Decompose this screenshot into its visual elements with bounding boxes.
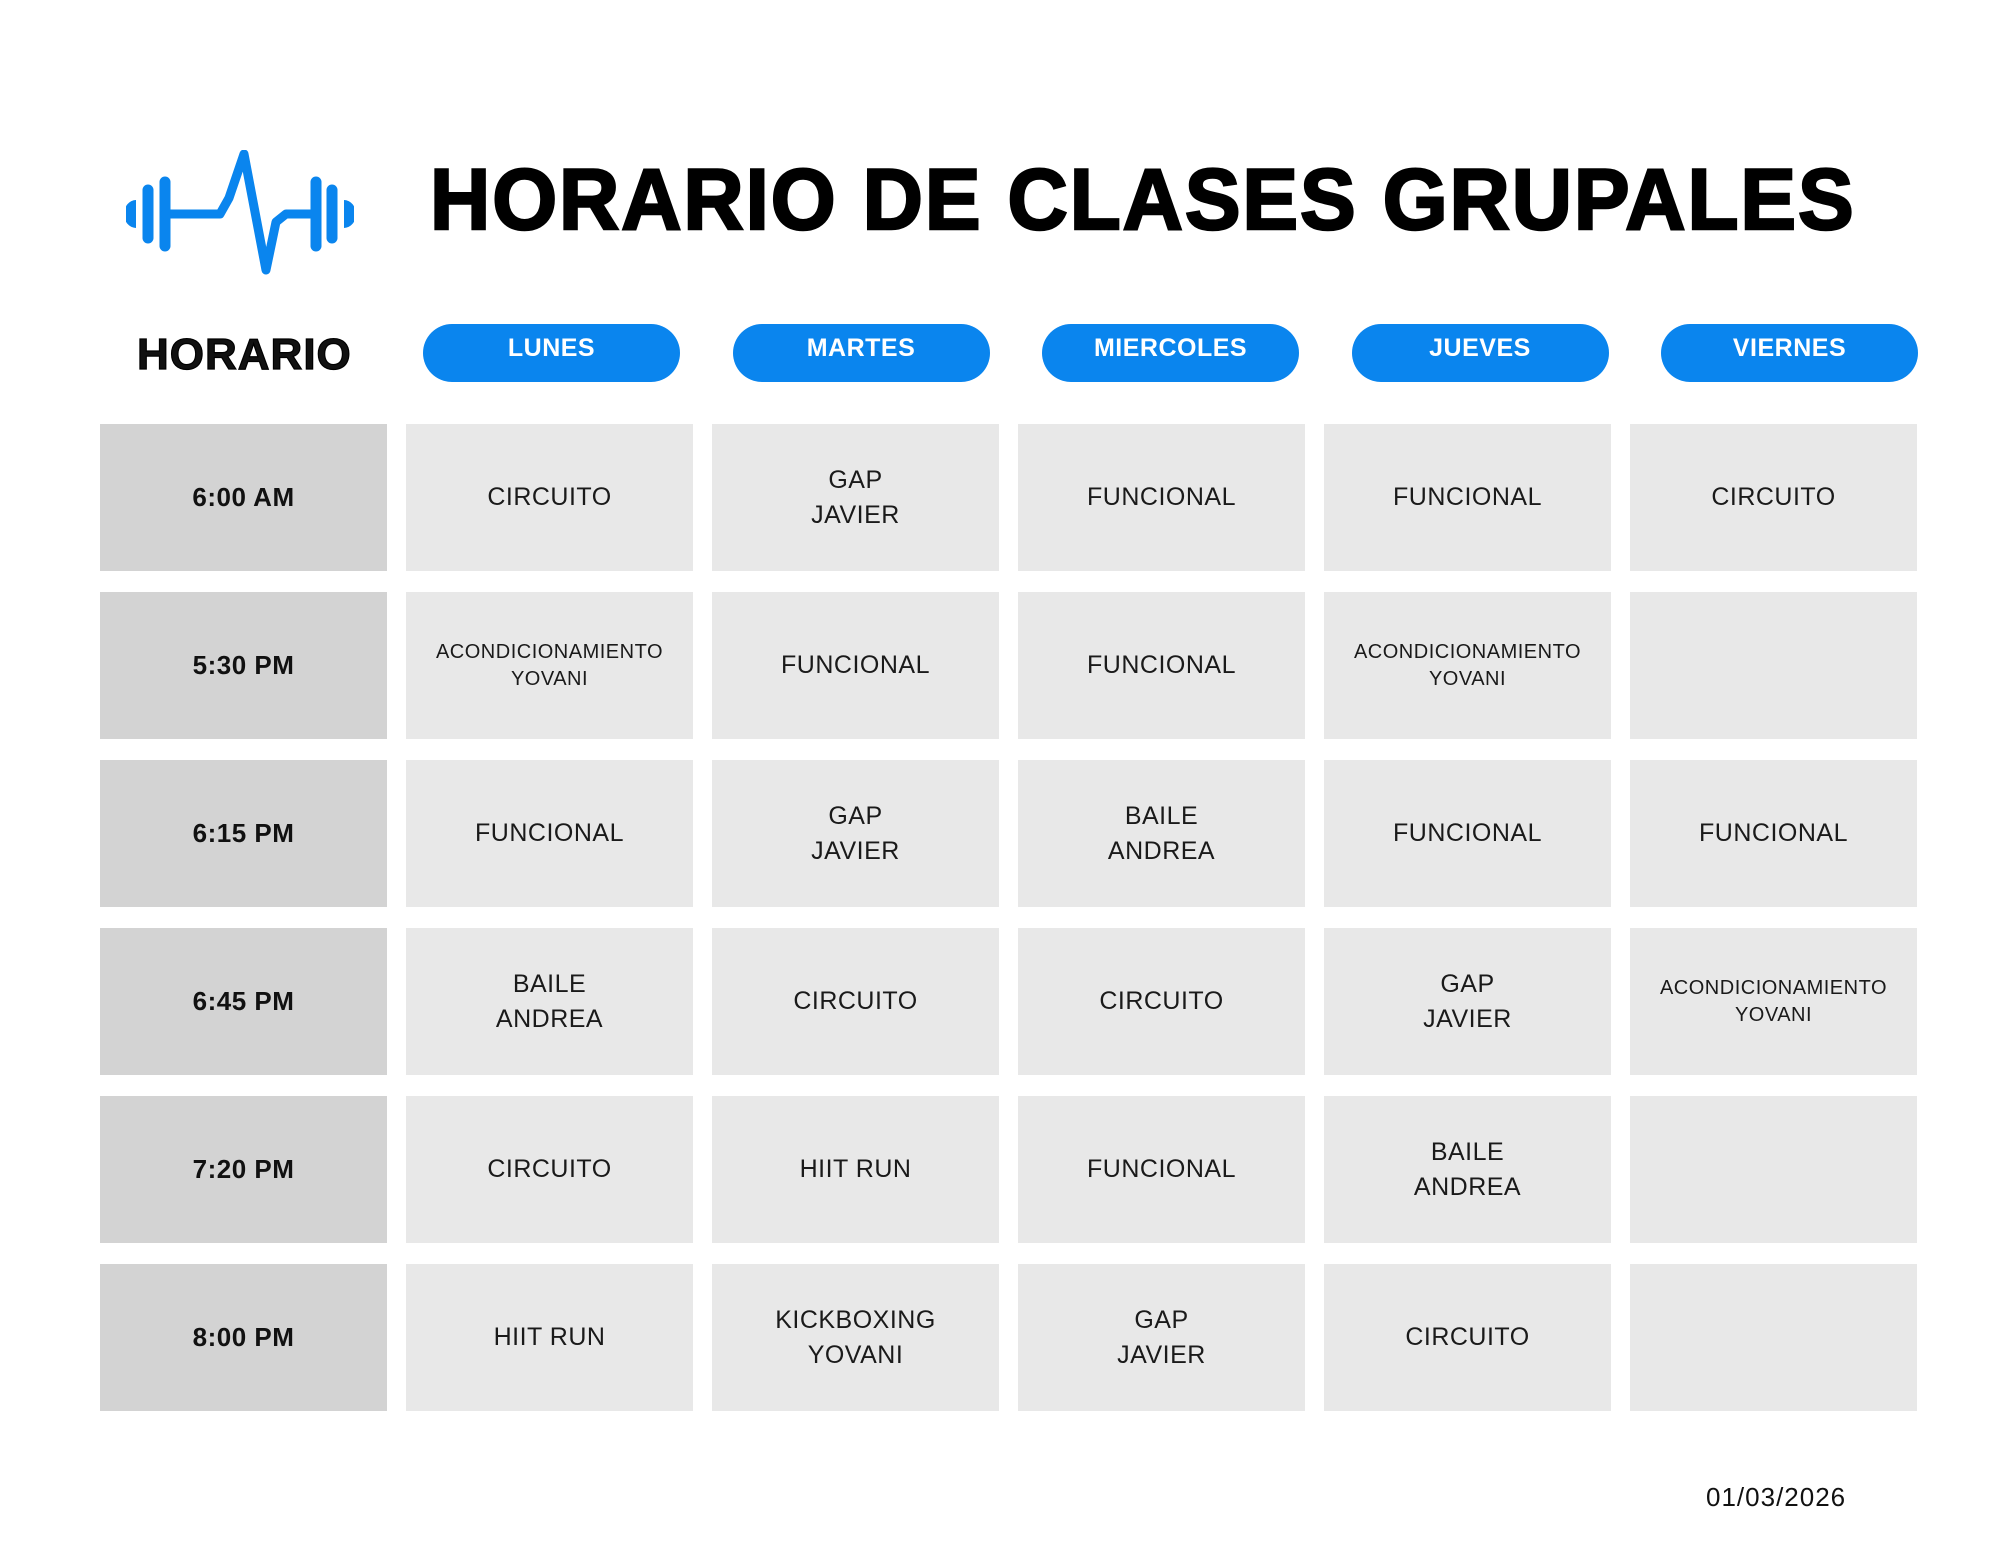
class-name: CIRCUITO [1099,987,1224,1015]
instructor-name: YOVANI [807,1340,904,1369]
class-cell: FUNCIONAL [1324,424,1611,571]
class-name: HIIT RUN [493,1323,606,1351]
day-headers: LUNES MARTES MIERCOLES JUEVES VIERNES [423,324,1918,382]
instructor-name: JAVIER [1117,1340,1206,1369]
class-cell: CIRCUITO [1630,424,1917,571]
day-header-lunes: LUNES [423,324,680,382]
day-header-martes: MARTES [732,324,990,382]
class-cell: FUNCIONAL [1018,592,1305,739]
class-name: BAILE [1124,801,1199,830]
class-name: FUNCIONAL [1087,1155,1236,1183]
class-name: GAP [828,801,883,830]
class-cell: CIRCUITO [1018,928,1305,1075]
class-name: KICKBOXING [775,1305,936,1334]
class-name: FUNCIONAL [475,819,624,847]
instructor-name: JAVIER [1423,1004,1512,1033]
class-name: CIRCUITO [487,483,612,511]
horario-column-header: HORARIO [136,329,352,379]
class-cell: FUNCIONAL [1018,1096,1305,1243]
class-cell: GAP JAVIER [1324,928,1611,1075]
class-cell: CIRCUITO [1324,1264,1611,1411]
class-name: HIIT RUN [799,1155,912,1183]
class-cell: GAP JAVIER [1018,1264,1305,1411]
class-cell: CIRCUITO [406,1096,693,1243]
class-name: CIRCUITO [487,1155,612,1183]
class-name: FUNCIONAL [1699,819,1848,847]
instructor-name: JAVIER [811,500,900,529]
time-slot: 7:20 PM [100,1096,387,1243]
empty-cell [1630,1096,1917,1243]
class-cell: ACONDICIONAMIENTO YOVANI [406,592,693,739]
class-name: CIRCUITO [793,987,918,1015]
instructor-name: ANDREA [495,1004,604,1033]
class-name: FUNCIONAL [1393,483,1542,511]
class-cell: HIIT RUN [406,1264,693,1411]
instructor-name: YOVANI [1428,667,1507,690]
date-label: 01/03/2026 [1706,1482,1847,1512]
page-title: HORARIO DE CLASES GRUPALES [429,151,1856,250]
class-cell: CIRCUITO [712,928,999,1075]
class-cell: GAP JAVIER [712,424,999,571]
class-cell: ACONDICIONAMIENTO YOVANI [1324,592,1611,739]
class-cell: HIIT RUN [712,1096,999,1243]
class-name: GAP [828,465,883,494]
instructor-name: JAVIER [811,836,900,865]
class-name: ACONDICIONAMIENTO [435,640,664,663]
class-cell: CIRCUITO [406,424,693,571]
class-cell: BAILE ANDREA [406,928,693,1075]
class-name: FUNCIONAL [1087,483,1236,511]
class-cell: FUNCIONAL [1630,760,1917,907]
time-slot: 6:15 PM [100,760,387,907]
dumbbell-heartbeat-icon [124,149,356,278]
schedule-grid: 6:00 AM CIRCUITO GAP JAVIER FUNCIONAL FUNCION… [100,424,1917,1411]
class-name: BAILE [512,969,587,998]
class-name: FUNCIONAL [1393,819,1542,847]
class-name: BAILE [1430,1137,1505,1166]
class-name: FUNCIONAL [781,651,930,679]
class-cell: FUNCIONAL [1324,760,1611,907]
class-cell: GAP JAVIER [712,760,999,907]
instructor-name: YOVANI [510,667,589,690]
class-name: GAP [1440,969,1495,998]
day-header-viernes: VIERNES [1661,324,1918,382]
time-slot: 6:45 PM [100,928,387,1075]
class-cell: KICKBOXING YOVANI [712,1264,999,1411]
class-cell: ACONDICIONAMIENTO YOVANI [1630,928,1917,1075]
time-slot: 6:00 AM [100,424,387,571]
class-name: ACONDICIONAMIENTO [1659,976,1888,999]
empty-cell [1630,592,1917,739]
instructor-name: ANDREA [1107,836,1216,865]
class-cell: FUNCIONAL [712,592,999,739]
time-slot: 8:00 PM [100,1264,387,1411]
class-cell: FUNCIONAL [406,760,693,907]
class-cell: BAILE ANDREA [1324,1096,1611,1243]
class-name: CIRCUITO [1405,1323,1530,1351]
empty-cell [1630,1264,1917,1411]
class-cell: FUNCIONAL [1018,424,1305,571]
class-name: GAP [1134,1305,1189,1334]
class-name: ACONDICIONAMIENTO [1353,640,1582,663]
class-name: CIRCUITO [1711,483,1836,511]
day-header-miercoles: MIERCOLES [1042,324,1299,382]
day-header-jueves: JUEVES [1351,324,1609,382]
instructor-name: YOVANI [1734,1003,1813,1026]
time-slot: 5:30 PM [100,592,387,739]
class-cell: BAILE ANDREA [1018,760,1305,907]
instructor-name: ANDREA [1413,1172,1522,1201]
class-name: FUNCIONAL [1087,651,1236,679]
